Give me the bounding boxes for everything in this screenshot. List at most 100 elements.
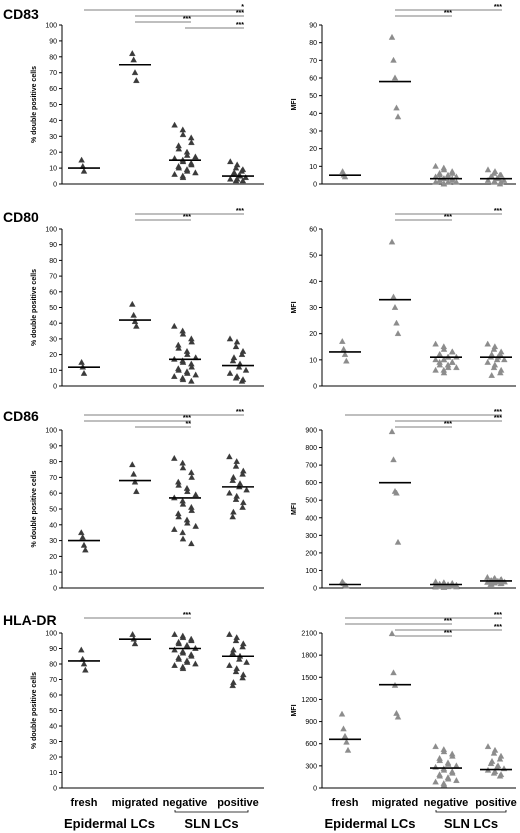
data-point [238,351,246,357]
data-point [341,351,349,357]
data-point [175,145,183,152]
y-tick-label: 70 [49,677,57,684]
y-tick-label: 10 [49,166,57,173]
data-point [226,489,233,496]
data-point [394,113,402,120]
data-point [80,541,88,548]
data-point [488,372,495,378]
group-label: SLN LCs [444,816,498,831]
y-tick-label: 80 [49,54,57,61]
data-point [432,178,439,185]
y-tick-label: 0 [313,182,317,189]
data-point [229,357,237,364]
data-point [242,366,250,373]
data-point [344,746,352,753]
y-tick-label: 90 [49,646,57,653]
data-point [171,121,178,128]
y-tick-label: 90 [309,23,317,30]
significance-label: *** [444,214,452,221]
data-point [78,358,85,365]
y-tick-label: 40 [309,111,317,118]
data-point [179,665,187,671]
data-point [339,338,346,344]
data-point [183,151,191,158]
data-point [171,454,178,461]
significance-label: * [241,4,244,11]
data-point [238,377,246,384]
y-tick-label: 80 [309,40,317,47]
significance-label: *** [444,421,452,428]
data-point [188,139,195,146]
y-tick-label: 40 [49,321,57,328]
y-tick-label: 50 [49,305,57,312]
data-point [229,649,236,656]
significance-label: *** [183,612,191,619]
data-point [179,131,187,138]
group-label: Epidermal LCs [324,816,415,831]
data-point [183,658,191,665]
y-tick-label: 20 [309,146,317,153]
y-tick-label: 600 [305,741,317,748]
data-point [440,583,448,590]
y-tick-label: 1200 [301,697,317,704]
data-point [133,488,140,494]
data-point [239,347,247,354]
data-point [490,345,498,352]
y-tick-label: 20 [309,331,317,338]
significance-label: *** [183,415,191,422]
y-tick-label: 90 [49,38,57,45]
data-point [179,535,187,542]
group-bracket [435,810,507,813]
y-tick-label: 20 [49,352,57,359]
y-tick-label: 20 [49,150,57,157]
y-tick-label: 20 [49,554,57,561]
data-point [226,335,234,342]
data-point [183,167,191,174]
data-point [229,682,236,689]
y-tick-label: 0 [313,384,317,391]
data-point [80,167,88,174]
data-point [449,582,456,589]
data-point [188,652,195,659]
data-point [449,769,456,776]
significance-label: *** [444,10,452,17]
y-tick-label: 40 [49,724,57,731]
y-tick-label: 30 [309,305,317,312]
y-tick-label: 500 [305,498,317,505]
significance-label: *** [444,630,452,637]
data-point [341,173,349,180]
data-point [239,674,246,681]
data-point [184,369,191,376]
y-tick-label: 0 [53,786,57,793]
data-point [184,488,191,494]
data-point [440,781,448,788]
data-point [192,153,199,160]
data-point [232,496,240,502]
data-point [242,174,249,180]
category-label: negative [163,797,208,809]
data-point [232,164,240,171]
data-point [171,646,178,653]
data-point [192,660,199,667]
panel-3: 0 10 20 30 40 50 60 MFI *** *** [291,208,516,391]
data-point [394,330,402,337]
data-point [388,630,396,637]
y-tick-label: 30 [49,538,57,545]
y-tick-label: 60 [49,86,57,93]
y-tick-label: 0 [53,586,57,593]
data-point [171,631,178,637]
y-tick-label: 1500 [301,675,317,682]
data-point [484,573,491,580]
data-point [227,158,234,165]
data-point [227,175,234,182]
data-point [175,344,182,351]
data-point [444,775,452,782]
data-point [432,743,439,750]
data-point [179,358,187,365]
data-point [232,462,240,469]
group-bracket [174,810,249,813]
y-tick-label: 70 [49,475,57,482]
panel-title: CD80 [3,209,39,225]
data-point [444,583,452,590]
panel-7: 0 300 600 900 1200 1500 1800 2100 MFI *** *** *** **… [291,612,516,793]
